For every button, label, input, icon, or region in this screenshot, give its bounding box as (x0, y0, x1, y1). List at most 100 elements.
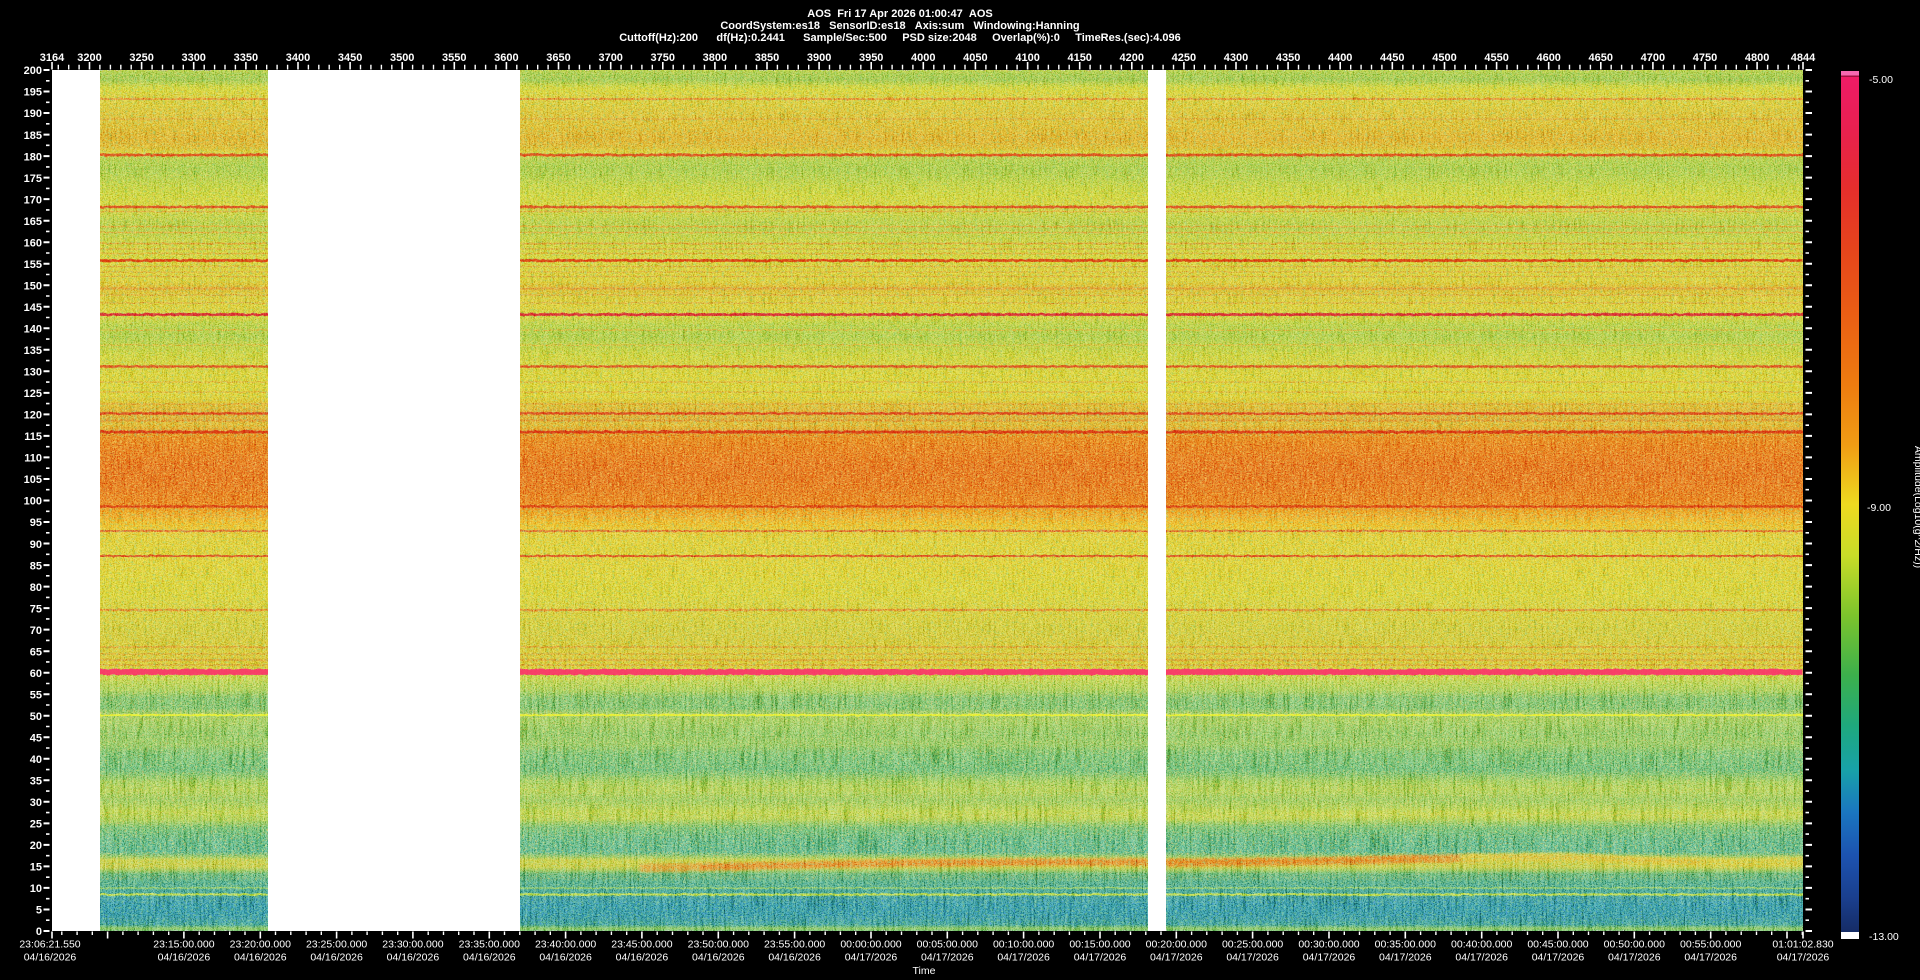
svg-text:4300: 4300 (1224, 52, 1248, 64)
svg-text:00:20:00.000: 00:20:00.000 (1146, 939, 1207, 951)
svg-text:155: 155 (24, 259, 42, 271)
svg-text:190: 190 (24, 108, 42, 120)
svg-text:23:45:00.000: 23:45:00.000 (611, 939, 672, 951)
svg-text:04/17/2026: 04/17/2026 (1532, 952, 1585, 964)
svg-text:4050: 4050 (963, 52, 987, 64)
svg-text:4600: 4600 (1536, 52, 1560, 64)
svg-text:04/16/2026: 04/16/2026 (539, 952, 592, 964)
svg-text:10: 10 (30, 883, 42, 895)
svg-text:3300: 3300 (181, 52, 205, 64)
svg-text:3250: 3250 (129, 52, 153, 64)
svg-text:60: 60 (30, 668, 42, 680)
svg-text:3700: 3700 (598, 52, 622, 64)
svg-text:55: 55 (30, 689, 42, 701)
svg-text:00:30:00.000: 00:30:00.000 (1298, 939, 1359, 951)
svg-text:04/17/2026: 04/17/2026 (1303, 952, 1356, 964)
svg-text:04/17/2026: 04/17/2026 (1608, 952, 1661, 964)
svg-text:3550: 3550 (442, 52, 466, 64)
svg-text:90: 90 (30, 539, 42, 551)
svg-text:100: 100 (24, 496, 42, 508)
svg-text:23:40:00.000: 23:40:00.000 (535, 939, 596, 951)
svg-text:4700: 4700 (1641, 52, 1665, 64)
svg-text:185: 185 (24, 130, 42, 142)
svg-text:110: 110 (24, 453, 42, 465)
svg-text:23:06:21.550: 23:06:21.550 (19, 939, 80, 951)
svg-text:3600: 3600 (494, 52, 518, 64)
svg-text:Cuttoff(Hz):200 df(Hz):0.: Cuttoff(Hz):200 df(Hz):0.2441 Sample/Sec… (619, 32, 1181, 44)
svg-text:AOS Fri 17 Apr 2026 01:00:47: AOS Fri 17 Apr 2026 01:00:47 AOS (807, 8, 992, 20)
svg-text:4250: 4250 (1172, 52, 1196, 64)
svg-text:23:25:00.000: 23:25:00.000 (306, 939, 367, 951)
svg-text:23:30:00.000: 23:30:00.000 (382, 939, 443, 951)
svg-text:04/17/2026: 04/17/2026 (1455, 952, 1508, 964)
svg-text:4350: 4350 (1276, 52, 1300, 64)
svg-text:04/16/2026: 04/16/2026 (387, 952, 440, 964)
svg-text:04/16/2026: 04/16/2026 (616, 952, 669, 964)
svg-text:80: 80 (30, 582, 42, 594)
svg-text:4000: 4000 (911, 52, 935, 64)
svg-text:23:35:00.000: 23:35:00.000 (459, 939, 520, 951)
svg-text:50: 50 (30, 711, 42, 723)
svg-text:4500: 4500 (1432, 52, 1456, 64)
svg-text:170: 170 (24, 194, 42, 206)
svg-text:160: 160 (24, 237, 42, 249)
svg-text:3450: 3450 (338, 52, 362, 64)
svg-text:3164: 3164 (40, 52, 65, 64)
svg-text:04/16/2026: 04/16/2026 (692, 952, 745, 964)
svg-text:23:55:00.000: 23:55:00.000 (764, 939, 825, 951)
svg-text:180: 180 (24, 151, 42, 163)
svg-text:04/17/2026: 04/17/2026 (845, 952, 898, 964)
svg-text:4550: 4550 (1484, 52, 1508, 64)
svg-text:00:40:00.000: 00:40:00.000 (1451, 939, 1512, 951)
svg-text:65: 65 (30, 646, 42, 658)
svg-text:4200: 4200 (1120, 52, 1144, 64)
svg-text:175: 175 (24, 173, 42, 185)
svg-text:95: 95 (30, 517, 42, 529)
svg-text:145: 145 (24, 302, 42, 314)
svg-text:135: 135 (24, 345, 42, 357)
svg-text:3900: 3900 (807, 52, 831, 64)
svg-text:3800: 3800 (703, 52, 727, 64)
svg-text:23:15:00.000: 23:15:00.000 (153, 939, 214, 951)
svg-text:3850: 3850 (755, 52, 779, 64)
svg-text:00:25:00.000: 00:25:00.000 (1222, 939, 1283, 951)
svg-text:45: 45 (30, 733, 42, 745)
svg-text:3950: 3950 (859, 52, 883, 64)
svg-text:4750: 4750 (1693, 52, 1717, 64)
svg-text:23:50:00.000: 23:50:00.000 (688, 939, 749, 951)
svg-text:3750: 3750 (651, 52, 675, 64)
svg-text:04/17/2026: 04/17/2026 (1226, 952, 1279, 964)
svg-text:04/17/2026: 04/17/2026 (1379, 952, 1432, 964)
svg-text:04/17/2026: 04/17/2026 (1074, 952, 1127, 964)
svg-text:00:55:00.000: 00:55:00.000 (1680, 939, 1741, 951)
svg-text:25: 25 (30, 819, 42, 831)
svg-text:4400: 4400 (1328, 52, 1352, 64)
svg-text:140: 140 (24, 324, 42, 336)
svg-text:Time: Time (913, 965, 936, 977)
svg-text:00:45:00.000: 00:45:00.000 (1527, 939, 1588, 951)
svg-text:00:35:00.000: 00:35:00.000 (1375, 939, 1436, 951)
svg-text:04/16/2026: 04/16/2026 (234, 952, 287, 964)
svg-text:75: 75 (30, 603, 42, 615)
svg-text:115: 115 (24, 431, 42, 443)
svg-text:00:50:00.000: 00:50:00.000 (1604, 939, 1665, 951)
svg-text:00:15:00.000: 00:15:00.000 (1069, 939, 1130, 951)
svg-text:-5.00: -5.00 (1869, 74, 1893, 86)
svg-text:3350: 3350 (234, 52, 258, 64)
svg-text:3500: 3500 (390, 52, 414, 64)
svg-text:4450: 4450 (1380, 52, 1404, 64)
svg-text:20: 20 (30, 840, 42, 852)
svg-text:01:01:02.830: 01:01:02.830 (1772, 939, 1833, 951)
svg-text:35: 35 (30, 776, 42, 788)
svg-text:3200: 3200 (77, 52, 101, 64)
svg-text:70: 70 (30, 625, 42, 637)
svg-text:30: 30 (30, 797, 42, 809)
svg-text:5: 5 (36, 905, 42, 917)
svg-text:3650: 3650 (546, 52, 570, 64)
svg-text:04/16/2026: 04/16/2026 (463, 952, 516, 964)
svg-text:4800: 4800 (1745, 52, 1769, 64)
svg-text:85: 85 (30, 560, 42, 572)
svg-text:04/16/2026: 04/16/2026 (768, 952, 821, 964)
svg-text:Amplitude(Log10(g^2/Hz)): Amplitude(Log10(g^2/Hz)) (1912, 446, 1920, 568)
svg-text:04/17/2026: 04/17/2026 (1777, 952, 1830, 964)
